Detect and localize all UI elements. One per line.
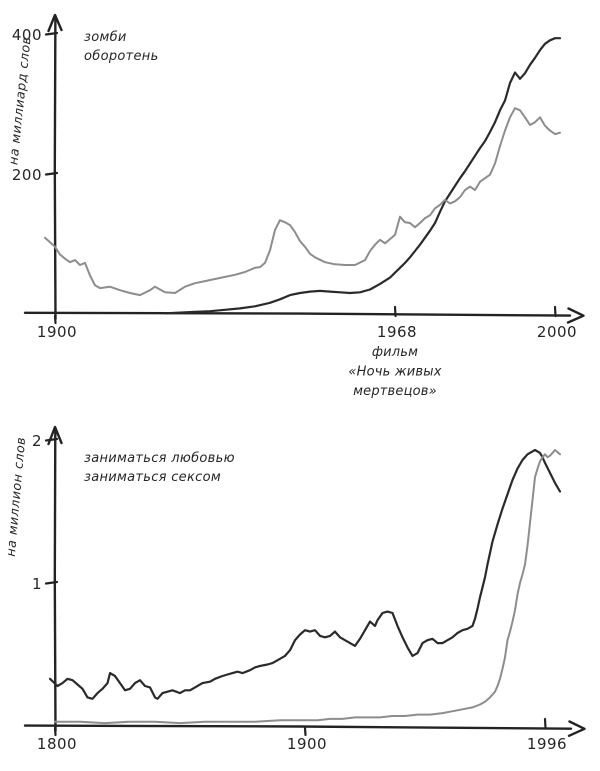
y-axis-line [53,427,57,733]
zombie-werewolf-chart: 400 200 1900 1968 2000 на миллиард слов … [5,13,585,399]
x-axis-line [23,724,573,730]
werewolf-line [44,107,561,297]
x-tick-1900: 1900 [37,314,77,341]
y-tick-label: 400 [12,26,42,44]
legend-make-love: заниматься любовью [84,451,235,466]
x-tick-label: 1996 [527,735,567,753]
x-axis-arrowhead-icon [567,720,586,737]
y-tick-mark [44,437,59,442]
x-tick-1900: 1900 [287,726,327,753]
legend-have-sex: заниматься сексом [84,470,221,485]
x-tick-label: 1900 [287,735,327,753]
x-tick-1968: 1968 [377,305,417,341]
love-sex-chart: 2 1 1800 1900 1996 на миллион слов заним… [3,425,586,753]
x-tick-label: 2000 [537,323,577,341]
annotation-line-1: фильм [372,345,418,360]
x-axis-arrowhead-icon [566,307,585,324]
x-tick-mark [303,726,307,737]
y-tick-1: 1 [32,575,59,593]
x-tick-1800: 1800 [37,726,77,753]
y-axis-line [53,14,57,321]
have-sex-line [54,449,561,725]
y-tick-label: 1 [32,575,42,593]
x-tick-mark [543,717,547,730]
zombie-line [163,37,562,315]
y-tick-mark [44,580,59,585]
y-axis-arrowhead-icon [47,13,63,33]
legend-werewolf: оборотень [84,49,159,64]
y-tick-mark [44,31,59,36]
x-tick-mark [53,726,57,737]
x-tick-1996: 1996 [527,717,567,753]
y-tick-400: 400 [12,26,59,44]
x-tick-label: 1800 [37,735,77,753]
y-axis-label: на миллион слов [3,436,28,557]
x-axis-line [23,311,572,317]
y-tick-label: 2 [32,432,42,450]
x-tick-mark [553,305,557,318]
legend-zombie: зомби [84,30,127,45]
y-axis-label: на миллиард слов [5,36,33,166]
annotation-line-3: мертвецов» [353,384,437,399]
x-tick-label: 1900 [37,323,77,341]
make-love-line [48,448,562,700]
x-tick-2000: 2000 [537,305,577,341]
annotation-line-2: «Ночь живых [348,365,441,380]
y-tick-2: 2 [32,432,59,450]
y-tick-mark [44,171,59,176]
x-tick-mark [53,314,57,325]
x-tick-label: 1968 [377,323,417,341]
y-tick-label: 200 [12,166,42,184]
y-axis-arrowhead-icon [47,425,63,446]
x-tick-mark [393,305,397,318]
y-tick-200: 200 [12,166,59,184]
